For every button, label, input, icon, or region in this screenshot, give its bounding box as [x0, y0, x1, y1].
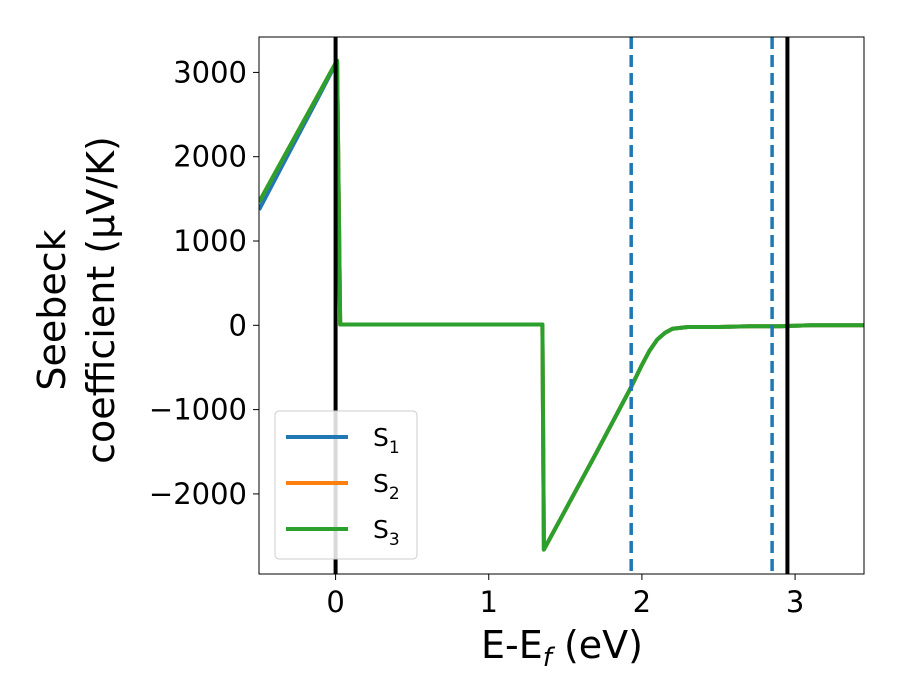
x-axis-label: E-Ef (eV) [481, 623, 643, 673]
y-tick-label: −2000 [149, 477, 247, 511]
y-axis: −2000 −1000 0 1000 2000 3000 [149, 55, 259, 511]
x-tick-label: 3 [786, 585, 804, 619]
x-tick-label: 2 [633, 585, 651, 619]
y-axis-label-line1: Seebeck [30, 229, 74, 390]
legend-entries: S1 S2 S3 [286, 423, 400, 550]
y-tick-label: 3000 [173, 55, 247, 89]
y-tick-label: 1000 [173, 224, 247, 258]
y-tick-label: 0 [229, 308, 247, 342]
x-tick-label: 1 [480, 585, 498, 619]
axes-frame [258, 36, 865, 575]
y-axis-label-line2: coefficient (μV/K) [79, 136, 123, 464]
y-tick-label: −1000 [149, 393, 247, 427]
x-axis-label-main: E-E [481, 623, 543, 667]
legend: S1 S2 S3 [274, 410, 418, 560]
x-tick-label: 0 [326, 585, 344, 619]
legend-label-s3: S3 [373, 515, 400, 550]
legend-label-s1: S1 [373, 423, 400, 458]
legend-label-s2: S2 [373, 469, 400, 504]
y-tick-label: 2000 [173, 140, 247, 174]
x-axis-label-unit: (eV) [552, 623, 643, 667]
x-axis: 0 1 2 3 [326, 574, 804, 619]
